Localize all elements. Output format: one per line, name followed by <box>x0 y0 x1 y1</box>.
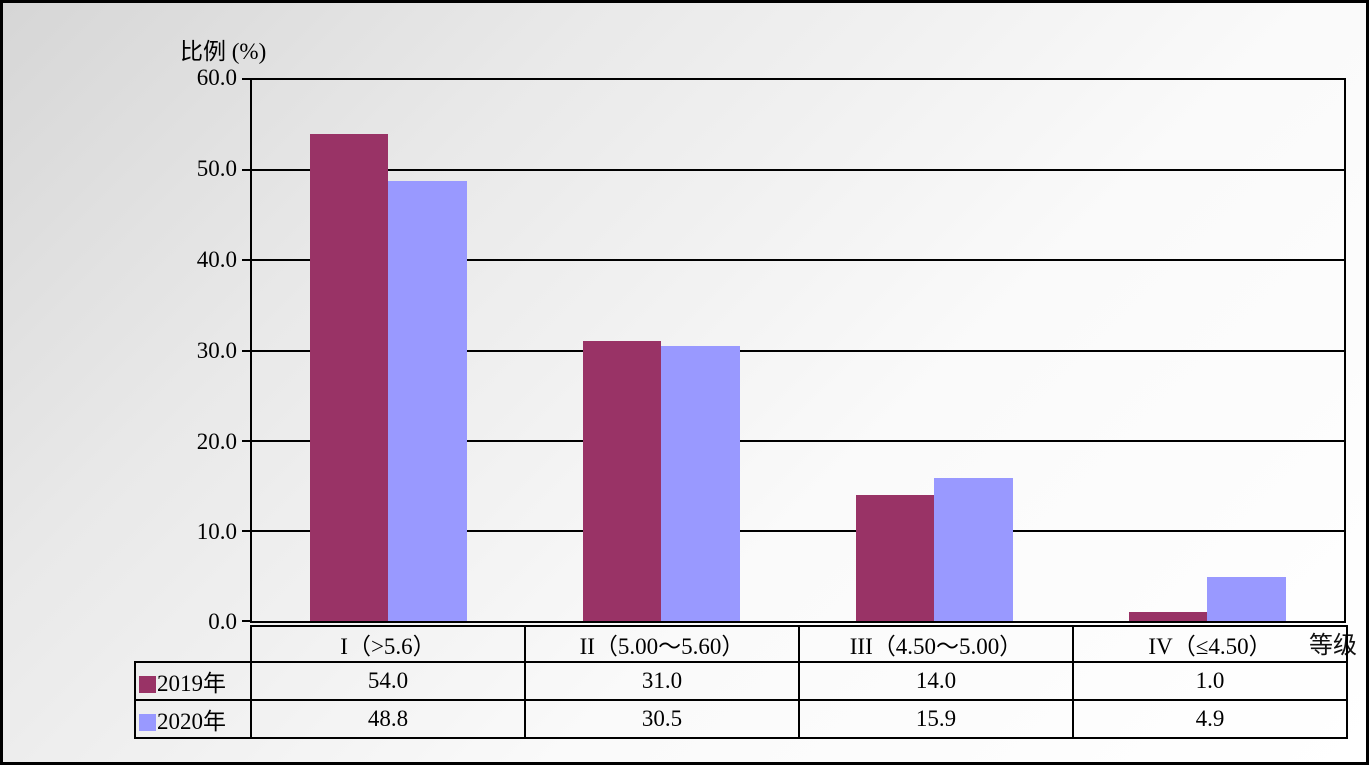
chart-data-table: I（>5.6） II（5.00～5.60） III（4.50～5.00） IV（… <box>134 625 1348 739</box>
bar-2019年-II（5.00～5.60） <box>583 341 661 621</box>
category-header-4: IV（≤4.50） <box>1072 625 1348 663</box>
bar-group <box>1071 80 1344 621</box>
value-2020-cat4: 4.9 <box>1072 699 1348 739</box>
bar-2020年-I（>5.6） <box>387 181 468 621</box>
bar-2020年-IV（≤4.50） <box>1206 576 1287 621</box>
bar-2020年-III（4.50～5.00） <box>933 477 1014 621</box>
legend-cell-2019: 2019年 <box>134 661 252 701</box>
gridline-20 <box>252 439 1344 442</box>
y-tick-label-20: 20.0 <box>196 429 237 454</box>
bar-2019年-III（4.50～5.00） <box>856 494 934 621</box>
y-tick-label-50: 50.0 <box>196 156 237 181</box>
gridline-50 <box>252 169 1344 172</box>
y-tick-30 <box>242 349 250 352</box>
legend-label-2020: 2020年 <box>157 709 226 734</box>
bar-group <box>252 80 525 621</box>
y-tick-label-10: 10.0 <box>196 519 237 544</box>
y-tick-10 <box>242 529 250 532</box>
y-tick-label-30: 30.0 <box>196 338 237 363</box>
y-tick-40 <box>242 259 250 262</box>
plot-area <box>242 78 1346 623</box>
value-2020-cat1: 48.8 <box>250 699 526 739</box>
value-2019-cat2: 31.0 <box>524 661 800 701</box>
value-2019-cat1: 54.0 <box>250 661 526 701</box>
value-2020-cat2: 30.5 <box>524 699 800 739</box>
legend-swatch-2020 <box>139 714 156 731</box>
category-header-1: I（>5.6） <box>250 625 526 663</box>
category-header-3: III（4.50～5.00） <box>798 625 1074 663</box>
value-2020-cat3: 15.9 <box>798 699 1074 739</box>
bar-2019年-IV（≤4.50） <box>1129 611 1207 621</box>
gridline-10 <box>252 529 1344 532</box>
y-tick-0 <box>242 620 250 622</box>
table-row-2020: 2020年 48.8 30.5 15.9 4.9 <box>134 699 1348 739</box>
legend-cell-2020: 2020年 <box>134 699 252 739</box>
value-2019-cat4: 1.0 <box>1072 661 1348 701</box>
legend-swatch-2019 <box>139 676 156 693</box>
y-tick-label-0: 0.0 <box>208 609 237 634</box>
blank-corner-cell <box>135 626 251 662</box>
category-header-2: II（5.00～5.60） <box>524 625 800 663</box>
bar-group <box>798 80 1071 621</box>
category-header-row: I（>5.6） II（5.00～5.60） III（4.50～5.00） IV（… <box>135 625 1348 663</box>
y-tick-60 <box>242 78 250 80</box>
gridline-40 <box>252 259 1344 262</box>
y-tick-label-60: 60.0 <box>196 65 237 90</box>
y-axis-title: 比例 (%) <box>180 39 267 64</box>
bar-2019年-I（>5.6） <box>310 134 388 621</box>
y-tick-50 <box>242 169 250 172</box>
bar-group <box>525 80 798 621</box>
y-tick-20 <box>242 439 250 442</box>
y-tick-label-40: 40.0 <box>196 247 237 272</box>
bar-2020年-II（5.00～5.60） <box>660 346 741 621</box>
value-2019-cat3: 14.0 <box>798 661 1074 701</box>
legend-label-2019: 2019年 <box>157 671 226 696</box>
table-row-2019: 2019年 54.0 31.0 14.0 1.0 <box>134 661 1348 701</box>
gridline-30 <box>252 349 1344 352</box>
